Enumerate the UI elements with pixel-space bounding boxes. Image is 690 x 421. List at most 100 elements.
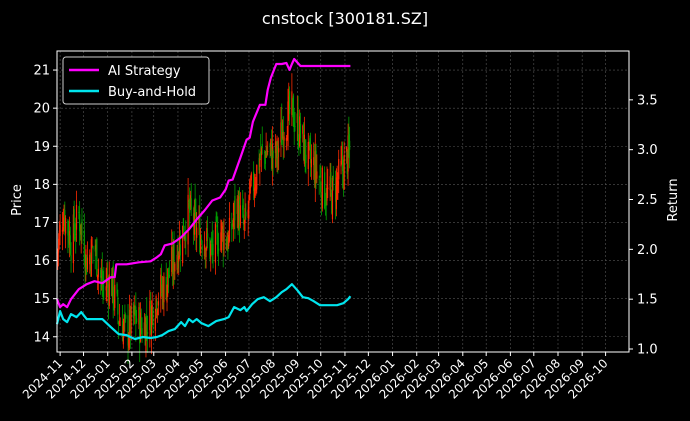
candle-body <box>331 192 333 214</box>
candle-body <box>111 267 114 296</box>
candle-body <box>135 318 138 323</box>
candle-body <box>305 154 307 164</box>
candle-body <box>269 144 271 147</box>
candle-body <box>249 184 252 189</box>
y-left-tick-label: 14 <box>33 330 50 345</box>
candle-body <box>178 255 180 262</box>
candle-body <box>124 311 126 314</box>
candle-body <box>280 122 282 143</box>
candle-body <box>253 171 255 191</box>
candle-body <box>118 321 121 324</box>
candle-body <box>315 150 317 174</box>
candle-body <box>100 276 103 278</box>
candle-body <box>250 173 252 181</box>
candle-body <box>248 195 250 204</box>
candle-body <box>129 308 131 336</box>
candle-body <box>211 238 213 250</box>
candle-body <box>221 226 224 230</box>
candle-body <box>94 245 96 252</box>
candle-body <box>63 217 65 227</box>
candle-body <box>292 95 295 127</box>
candle-body <box>205 247 207 258</box>
candle-body <box>167 268 169 288</box>
candle-body <box>242 205 244 210</box>
y-right-tick-label: 3.0 <box>637 143 658 158</box>
candle-body <box>85 249 87 266</box>
legend-label-ai: AI Strategy <box>108 64 181 79</box>
candle-body <box>108 274 110 306</box>
candle-body <box>342 166 344 185</box>
candle-body <box>303 134 305 164</box>
candle-body <box>139 312 142 342</box>
candle-body <box>75 233 77 236</box>
candle-body <box>119 324 121 326</box>
candle-body <box>151 305 153 312</box>
y-right-tick-label: 2.0 <box>637 243 658 258</box>
candle-body <box>255 184 257 191</box>
candle-body <box>238 196 240 228</box>
candle-body <box>239 199 241 230</box>
candle-body <box>316 171 318 179</box>
candle-body <box>84 267 86 272</box>
candle-body <box>336 179 338 183</box>
candle-body <box>201 245 203 251</box>
candle-body <box>281 122 283 145</box>
candle-body <box>217 231 219 254</box>
candles <box>56 73 351 364</box>
candle-body <box>90 239 92 277</box>
candle-body <box>220 232 222 251</box>
candle-body <box>256 164 258 190</box>
candle-body <box>349 140 351 150</box>
candle-body <box>102 285 104 287</box>
candle-body <box>149 300 151 331</box>
candle-body <box>96 275 99 279</box>
candle-body <box>294 126 296 127</box>
candle-body <box>254 186 256 188</box>
candle-body <box>204 249 206 258</box>
candle-body <box>307 142 309 170</box>
candle-body <box>89 256 92 272</box>
candle-body <box>232 218 234 227</box>
candle-body <box>342 156 344 171</box>
candle-body <box>299 116 301 147</box>
candle-body <box>144 322 146 346</box>
candle-body <box>86 257 89 270</box>
candle-body <box>80 224 82 235</box>
y-left-tick-label: 17 <box>33 216 50 231</box>
legend-label-bh: Buy-and-Hold <box>108 85 196 100</box>
candle-body <box>297 109 299 146</box>
candle-body <box>177 247 179 269</box>
candle-body <box>270 142 273 169</box>
candle-body <box>329 176 331 191</box>
candle-body <box>319 175 321 177</box>
candle-body <box>86 256 88 275</box>
candle-body <box>223 233 225 250</box>
candle-body <box>291 91 293 115</box>
candle-body <box>282 130 284 148</box>
candle-body <box>112 265 114 305</box>
grid <box>57 51 629 352</box>
candle-body <box>157 310 159 315</box>
candle-body <box>225 238 227 248</box>
candle-body <box>275 145 277 160</box>
candle-body <box>288 91 291 114</box>
candle-body <box>276 138 278 158</box>
candle-body <box>199 235 202 254</box>
candle-body <box>190 198 192 210</box>
candle-body <box>95 244 97 250</box>
candle-body <box>133 305 135 315</box>
candle-body <box>247 209 249 218</box>
candle-body <box>267 151 269 152</box>
candle-body <box>74 237 76 239</box>
candle-body <box>179 244 181 256</box>
candle-body <box>198 218 200 224</box>
y-right-tick-label: 3.5 <box>637 93 658 108</box>
candle-body <box>274 141 277 153</box>
candle-body <box>277 145 279 158</box>
candle-body <box>143 322 145 337</box>
candle-body <box>243 221 245 225</box>
candle-body <box>296 113 298 123</box>
candle-body <box>57 250 59 254</box>
candle-body <box>70 255 72 261</box>
